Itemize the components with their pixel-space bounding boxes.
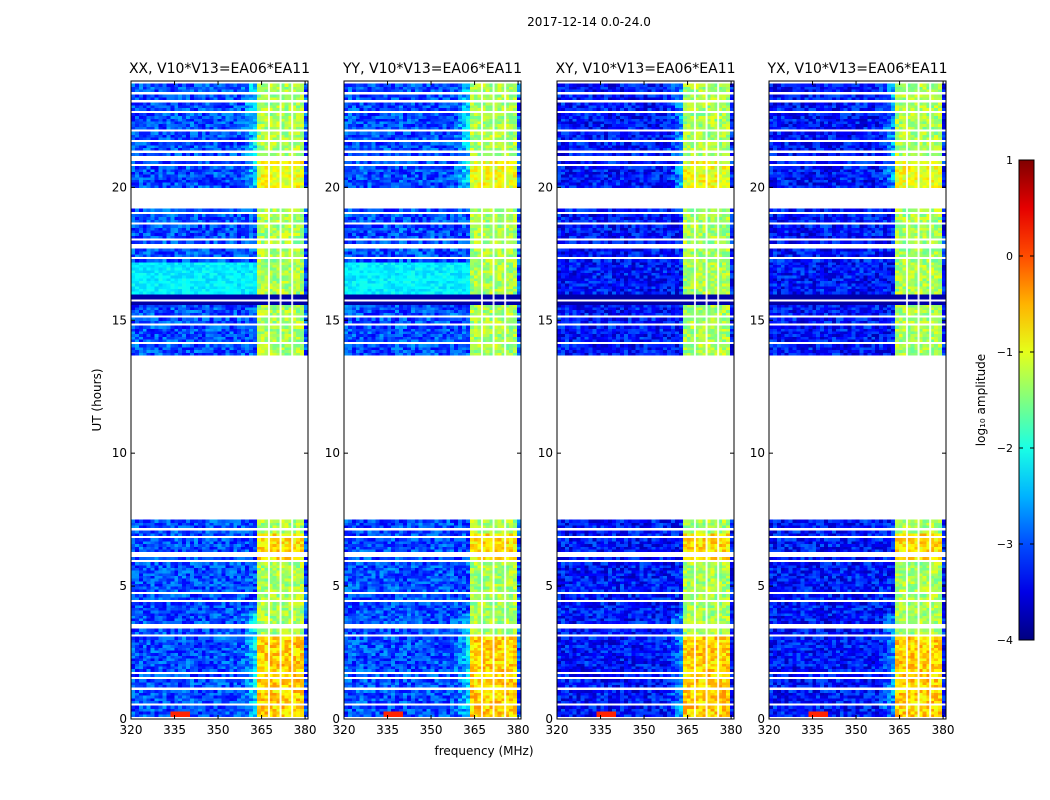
y-tick-label: 10 [538, 446, 553, 460]
x-tick-label: 320 [546, 723, 569, 737]
x-tick-label: 335 [376, 723, 399, 737]
y-tick-label: 20 [325, 180, 340, 194]
y-tick-label: 5 [332, 579, 340, 593]
x-tick-label: 320 [758, 723, 781, 737]
panel-title: YY, V10*V13=EA06*EA11 [342, 61, 522, 77]
colorbar-tick-label: 0 [1006, 250, 1013, 263]
x-tick-label: 350 [845, 723, 868, 737]
x-tick-label: 365 [463, 723, 486, 737]
panel-1: 320 335 350 365 380 0 5 10 15 20 XX, V10*V13=EA06*… [112, 61, 317, 737]
x-tick-label: 335 [163, 723, 186, 737]
shared-x-label: frequency (MHz) [434, 744, 533, 758]
panel-title: XX, V10*V13=EA06*EA11 [129, 61, 310, 77]
x-tick-label: 350 [207, 723, 230, 737]
y-tick-label: 15 [325, 313, 340, 327]
y-tick-label: 0 [757, 712, 765, 726]
x-tick-label: 320 [120, 723, 143, 737]
panel-2: 320 335 350 365 380 0 5 10 15 20 YY, V10*V13=EA06*… [325, 61, 530, 737]
panels: 320 335 350 365 380 0 5 10 15 20 XX, V10*V13=EA06*… [112, 61, 955, 737]
y-tick-label: 15 [538, 313, 553, 327]
y-tick-label: 10 [112, 446, 127, 460]
colorbar-tick-label: −1 [997, 346, 1013, 359]
x-tick-label: 350 [633, 723, 656, 737]
colorbar-tick-label: −3 [997, 538, 1013, 551]
figure-suptitle: 2017-12-14 0.0-24.0 [527, 15, 651, 29]
panel-3: 320 335 350 365 380 0 5 10 15 20 XY, V10*V13=EA06*… [538, 61, 743, 737]
y-tick-label: 20 [112, 180, 127, 194]
colorbar-label: log₁₀ amplitude [974, 354, 988, 446]
x-tick-label: 365 [888, 723, 911, 737]
y-tick-label: 5 [757, 579, 765, 593]
y-tick-label: 15 [750, 313, 765, 327]
axes-frame [130, 80, 309, 720]
heatmap-image [131, 81, 308, 719]
axes-frame [556, 80, 735, 720]
y-tick-label: 20 [538, 180, 553, 194]
x-tick-label: 380 [507, 723, 530, 737]
y-tick-label: 10 [325, 446, 340, 460]
heatmap-image [557, 81, 734, 719]
y-tick-label: 0 [545, 712, 553, 726]
x-tick-label: 350 [420, 723, 443, 737]
heatmap-image [344, 81, 521, 719]
panel-title: XY, V10*V13=EA06*EA11 [555, 61, 735, 77]
x-tick-label: 365 [250, 723, 273, 737]
colorbar: 1 0 −1 −2 −3 −4 log₁₀ amplitude [974, 154, 1035, 647]
y-tick-label: 10 [750, 446, 765, 460]
heatmap-image [769, 81, 946, 719]
y-tick-label: 5 [545, 579, 553, 593]
y-tick-label: 15 [112, 313, 127, 327]
axes-frame [343, 80, 522, 720]
panel-4: 320 335 350 365 380 0 5 10 15 20 YX, V10*V13=EA06*… [750, 61, 955, 737]
x-tick-label: 365 [676, 723, 699, 737]
x-tick-label: 380 [932, 723, 955, 737]
panel-title: YX, V10*V13=EA06*EA11 [766, 61, 947, 77]
x-tick-label: 335 [801, 723, 824, 737]
colorbar-gradient [1018, 159, 1035, 641]
x-tick-label: 335 [589, 723, 612, 737]
y-tick-label: 20 [750, 180, 765, 194]
colorbar-tick-label: −2 [997, 442, 1013, 455]
x-tick-label: 380 [294, 723, 317, 737]
x-tick-label: 380 [720, 723, 743, 737]
y-tick-label: 5 [119, 579, 127, 593]
x-tick-label: 320 [333, 723, 356, 737]
colorbar-tick-label: 1 [1006, 154, 1013, 167]
y-tick-label: 0 [332, 712, 340, 726]
axes-frame [768, 80, 947, 720]
y-tick-label: 0 [119, 712, 127, 726]
colorbar-tick-label: −4 [997, 634, 1013, 647]
shared-y-label: UT (hours) [90, 368, 104, 431]
